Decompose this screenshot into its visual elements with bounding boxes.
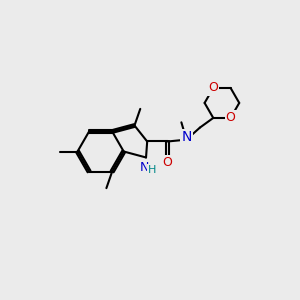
Text: O: O bbox=[163, 156, 172, 169]
Text: H: H bbox=[148, 165, 157, 175]
Text: N: N bbox=[140, 161, 149, 174]
Text: O: O bbox=[208, 81, 218, 94]
Text: N: N bbox=[181, 130, 192, 144]
Text: O: O bbox=[226, 111, 236, 124]
